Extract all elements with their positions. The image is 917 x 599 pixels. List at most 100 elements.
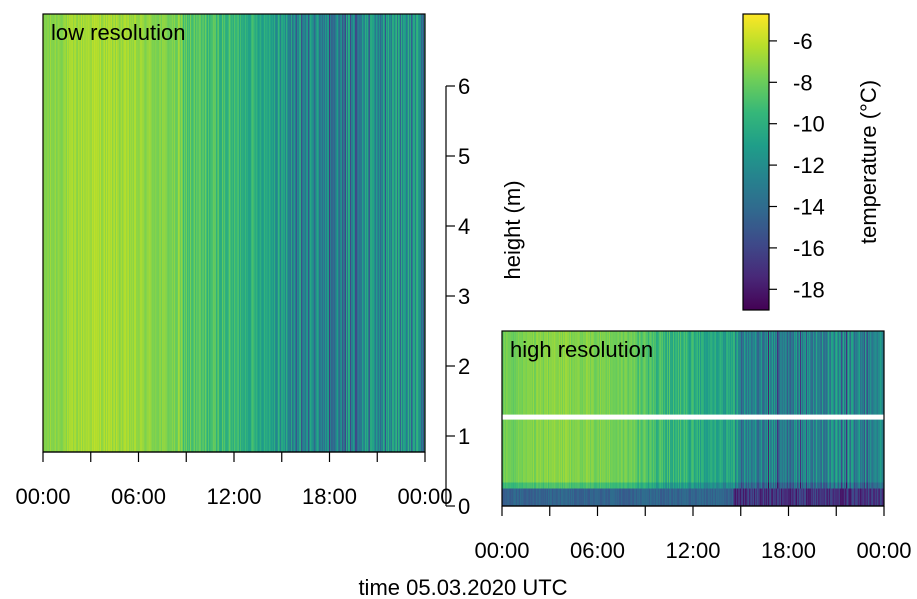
heatmap-cell — [635, 488, 637, 506]
heatmap-cell — [688, 482, 690, 489]
heatmap-cell — [747, 488, 749, 506]
heatmap-cell — [670, 488, 672, 506]
heatmap-cell — [759, 488, 761, 506]
heatmap-cell — [857, 482, 859, 489]
heatmap-cell — [304, 14, 306, 452]
heatmap-cell — [406, 14, 408, 452]
heatmap-cell — [576, 488, 578, 506]
heatmap-cell — [831, 331, 833, 489]
heatmap-cell — [725, 331, 727, 489]
heatmap-cell — [564, 482, 566, 489]
colorbar-tick-label: -14 — [793, 195, 825, 220]
heatmap-cell — [872, 331, 874, 489]
heatmap-cell — [536, 488, 538, 506]
heatmap-cell — [320, 14, 322, 452]
heatmap-cell — [846, 331, 848, 489]
heatmap-cell — [546, 488, 548, 506]
heatmap-cell — [787, 482, 789, 489]
heatmap-cell — [732, 488, 734, 506]
heatmap-cell — [697, 488, 699, 506]
heatmap-cell — [813, 488, 815, 506]
heatmap-cell — [324, 14, 326, 452]
heatmap-cell — [502, 482, 504, 489]
heatmap-cell — [609, 482, 611, 489]
heatmap-cell — [650, 482, 652, 489]
heatmap-cell — [698, 488, 700, 506]
heatmap-cell — [724, 331, 726, 489]
heatmap-cell — [842, 482, 844, 489]
heatmap-cell — [555, 488, 557, 506]
heatmap-cell — [588, 482, 590, 489]
heatmap-cell — [652, 331, 654, 489]
heatmap-cell — [540, 331, 542, 489]
heatmap-cell — [335, 14, 337, 452]
heatmap-cell — [165, 14, 167, 452]
heatmap-cell — [82, 14, 84, 452]
heatmap-cell — [815, 331, 817, 489]
heatmap-cell — [226, 14, 228, 452]
heatmap-cell — [774, 482, 776, 489]
heatmap-cell — [780, 331, 782, 489]
heatmap-cell — [728, 482, 730, 489]
heatmap-cell — [760, 331, 762, 489]
heatmap-cell — [601, 488, 603, 506]
heatmap-cell — [105, 14, 107, 452]
heatmap-cell — [647, 482, 649, 489]
heatmap-cell — [543, 482, 545, 489]
heatmap-cell — [846, 488, 848, 506]
heatmap-cell — [794, 488, 796, 506]
heatmap-cell — [172, 14, 174, 452]
heatmap-cell — [368, 14, 370, 452]
heatmap-cell — [639, 331, 641, 489]
heatmap-cell — [685, 488, 687, 506]
heatmap-cell — [413, 14, 415, 452]
heatmap-cell — [102, 14, 104, 452]
heatmap-cell — [48, 14, 50, 452]
heatmap-cell — [582, 331, 584, 489]
heatmap-cell — [184, 14, 186, 452]
heatmap-cell — [643, 482, 645, 489]
heatmap-cell — [604, 331, 606, 489]
heatmap-cell — [684, 482, 686, 489]
heatmap-cell — [761, 331, 763, 489]
heatmap-cell — [704, 488, 706, 506]
heatmap-cell — [398, 14, 400, 452]
heatmap-cell — [700, 331, 702, 489]
heatmap-cell — [543, 488, 545, 506]
heatmap-cell — [564, 488, 566, 506]
heatmap-cell — [262, 14, 264, 452]
heatmap-cell — [526, 488, 528, 506]
heatmap-cell — [559, 331, 561, 489]
heatmap-cell — [771, 488, 773, 506]
heatmap-cell — [874, 482, 876, 489]
heatmap-cell — [864, 331, 866, 489]
heatmap-cell — [596, 331, 598, 489]
height-tick-label: 1 — [458, 424, 470, 449]
heatmap-cell — [864, 482, 866, 489]
heatmap-cell — [875, 488, 877, 506]
heatmap-cell — [880, 488, 882, 506]
heatmap-cell — [402, 14, 404, 452]
heatmap-cell — [597, 331, 599, 489]
heatmap-cell — [774, 331, 776, 489]
heatmap-cell — [694, 331, 696, 489]
heatmap-cell — [725, 482, 727, 489]
heatmap-cell — [355, 14, 357, 452]
heatmap-cell — [300, 14, 302, 452]
heatmap-cell — [577, 331, 579, 489]
heatmap-cell — [506, 331, 508, 489]
heatmap-cell — [640, 488, 642, 506]
heatmap-cell — [76, 14, 78, 452]
heatmap-cell — [812, 482, 814, 489]
heatmap-cell — [828, 482, 830, 489]
low-res-panel: low resolution 00:00 06:00 12:00 18:00 00:00 — [15, 13, 453, 509]
heatmap-cell — [526, 331, 528, 489]
heatmap-cell — [721, 482, 723, 489]
heatmap-cell — [623, 488, 625, 506]
heatmap-cell — [862, 482, 864, 489]
heatmap-cell — [113, 14, 115, 452]
heatmap-cell — [521, 331, 523, 489]
heatmap-cell — [566, 482, 568, 489]
heatmap-cell — [768, 331, 770, 489]
